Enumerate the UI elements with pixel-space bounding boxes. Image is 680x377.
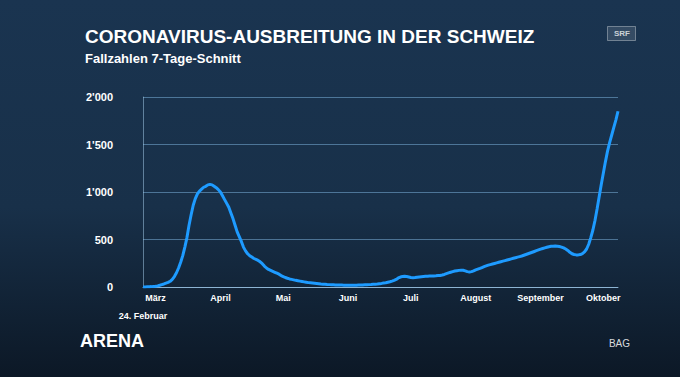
svg-text:Mai: Mai [276,293,291,303]
svg-text:1'000: 1'000 [86,186,113,198]
svg-text:April: April [210,293,231,303]
svg-text:Juni: Juni [339,293,358,303]
svg-text:500: 500 [95,234,113,246]
svg-text:2'000: 2'000 [86,91,113,103]
svg-text:Juli: Juli [403,293,419,303]
svg-text:1'500: 1'500 [86,139,113,151]
svg-text:ARENA: ARENA [80,331,144,351]
svg-text:Oktober: Oktober [586,293,621,303]
svg-text:24. Februar: 24. Februar [119,311,168,321]
svg-text:August: August [460,293,491,303]
svg-text:BAG: BAG [609,338,630,349]
svg-text:September: September [517,293,564,303]
svg-text:März: März [145,293,166,303]
svg-text:Fallzahlen 7-Tage-Schnitt: Fallzahlen 7-Tage-Schnitt [85,51,241,66]
svg-text:SRF: SRF [614,29,630,38]
svg-text:CORONAVIRUS-AUSBREITUNG IN DER: CORONAVIRUS-AUSBREITUNG IN DER SCHWEIZ [85,26,535,47]
svg-text:0: 0 [107,281,113,293]
